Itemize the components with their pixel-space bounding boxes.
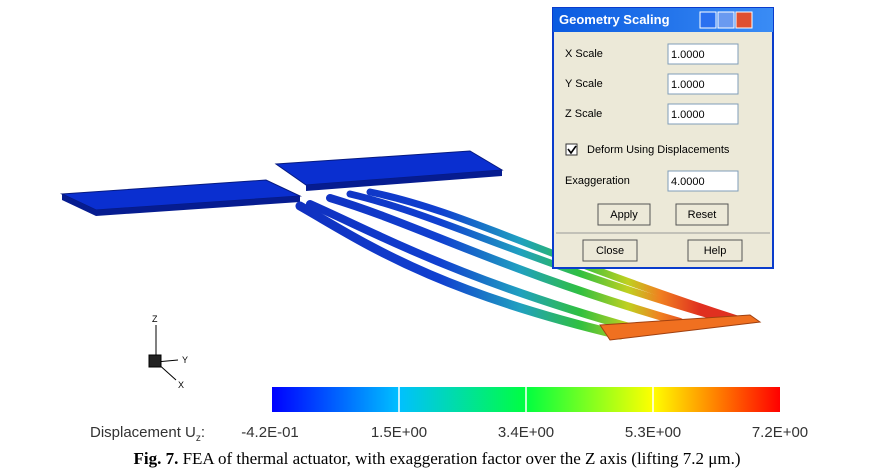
field-value: 4.0000	[671, 176, 705, 188]
button-label: Apply	[610, 209, 638, 221]
axis-label: Y	[182, 355, 188, 365]
colorbar-tick: 3.4E+00	[498, 424, 554, 441]
colorbar-tick: 7.2E+00	[752, 424, 808, 441]
caption: Fig. 7. FEA of thermal actuator, with ex…	[133, 449, 740, 468]
close-window-button[interactable]	[736, 12, 752, 28]
button-label: Help	[704, 245, 727, 257]
colorbar-tick: 1.5E+00	[371, 424, 427, 441]
field-label: Exaggeration	[565, 175, 630, 187]
colorbar-label: Displacement Uz:	[90, 424, 205, 444]
field-label: Y Scale	[565, 78, 603, 90]
field-label: Z Scale	[565, 108, 602, 120]
maximize-button[interactable]	[718, 12, 734, 28]
colorbar-tick: 5.3E+00	[625, 424, 681, 441]
axes-triad: Z Y X	[149, 314, 188, 390]
figure: Z Y X Displacement Uz: -4.2E-01 1.5E+00 …	[0, 0, 874, 476]
colorbar: Displacement Uz: -4.2E-01 1.5E+00 3.4E+0…	[90, 387, 808, 444]
minimize-button[interactable]	[700, 12, 716, 28]
field-value: 1.0000	[671, 79, 705, 91]
field-value: 1.0000	[671, 49, 705, 61]
dialog: Geometry Scaling X Scale 1.0000 Y Scale …	[553, 8, 773, 268]
axis-label: Z	[152, 314, 158, 324]
colorbar-tick: -4.2E-01	[241, 424, 299, 441]
axis-label: X	[178, 380, 184, 390]
field-label: X Scale	[565, 48, 603, 60]
field-value: 1.0000	[671, 109, 705, 121]
button-label: Reset	[688, 209, 717, 221]
checkbox-label: Deform Using Displacements	[587, 144, 730, 156]
dialog-title: Geometry Scaling	[559, 12, 670, 27]
button-label: Close	[596, 245, 624, 257]
